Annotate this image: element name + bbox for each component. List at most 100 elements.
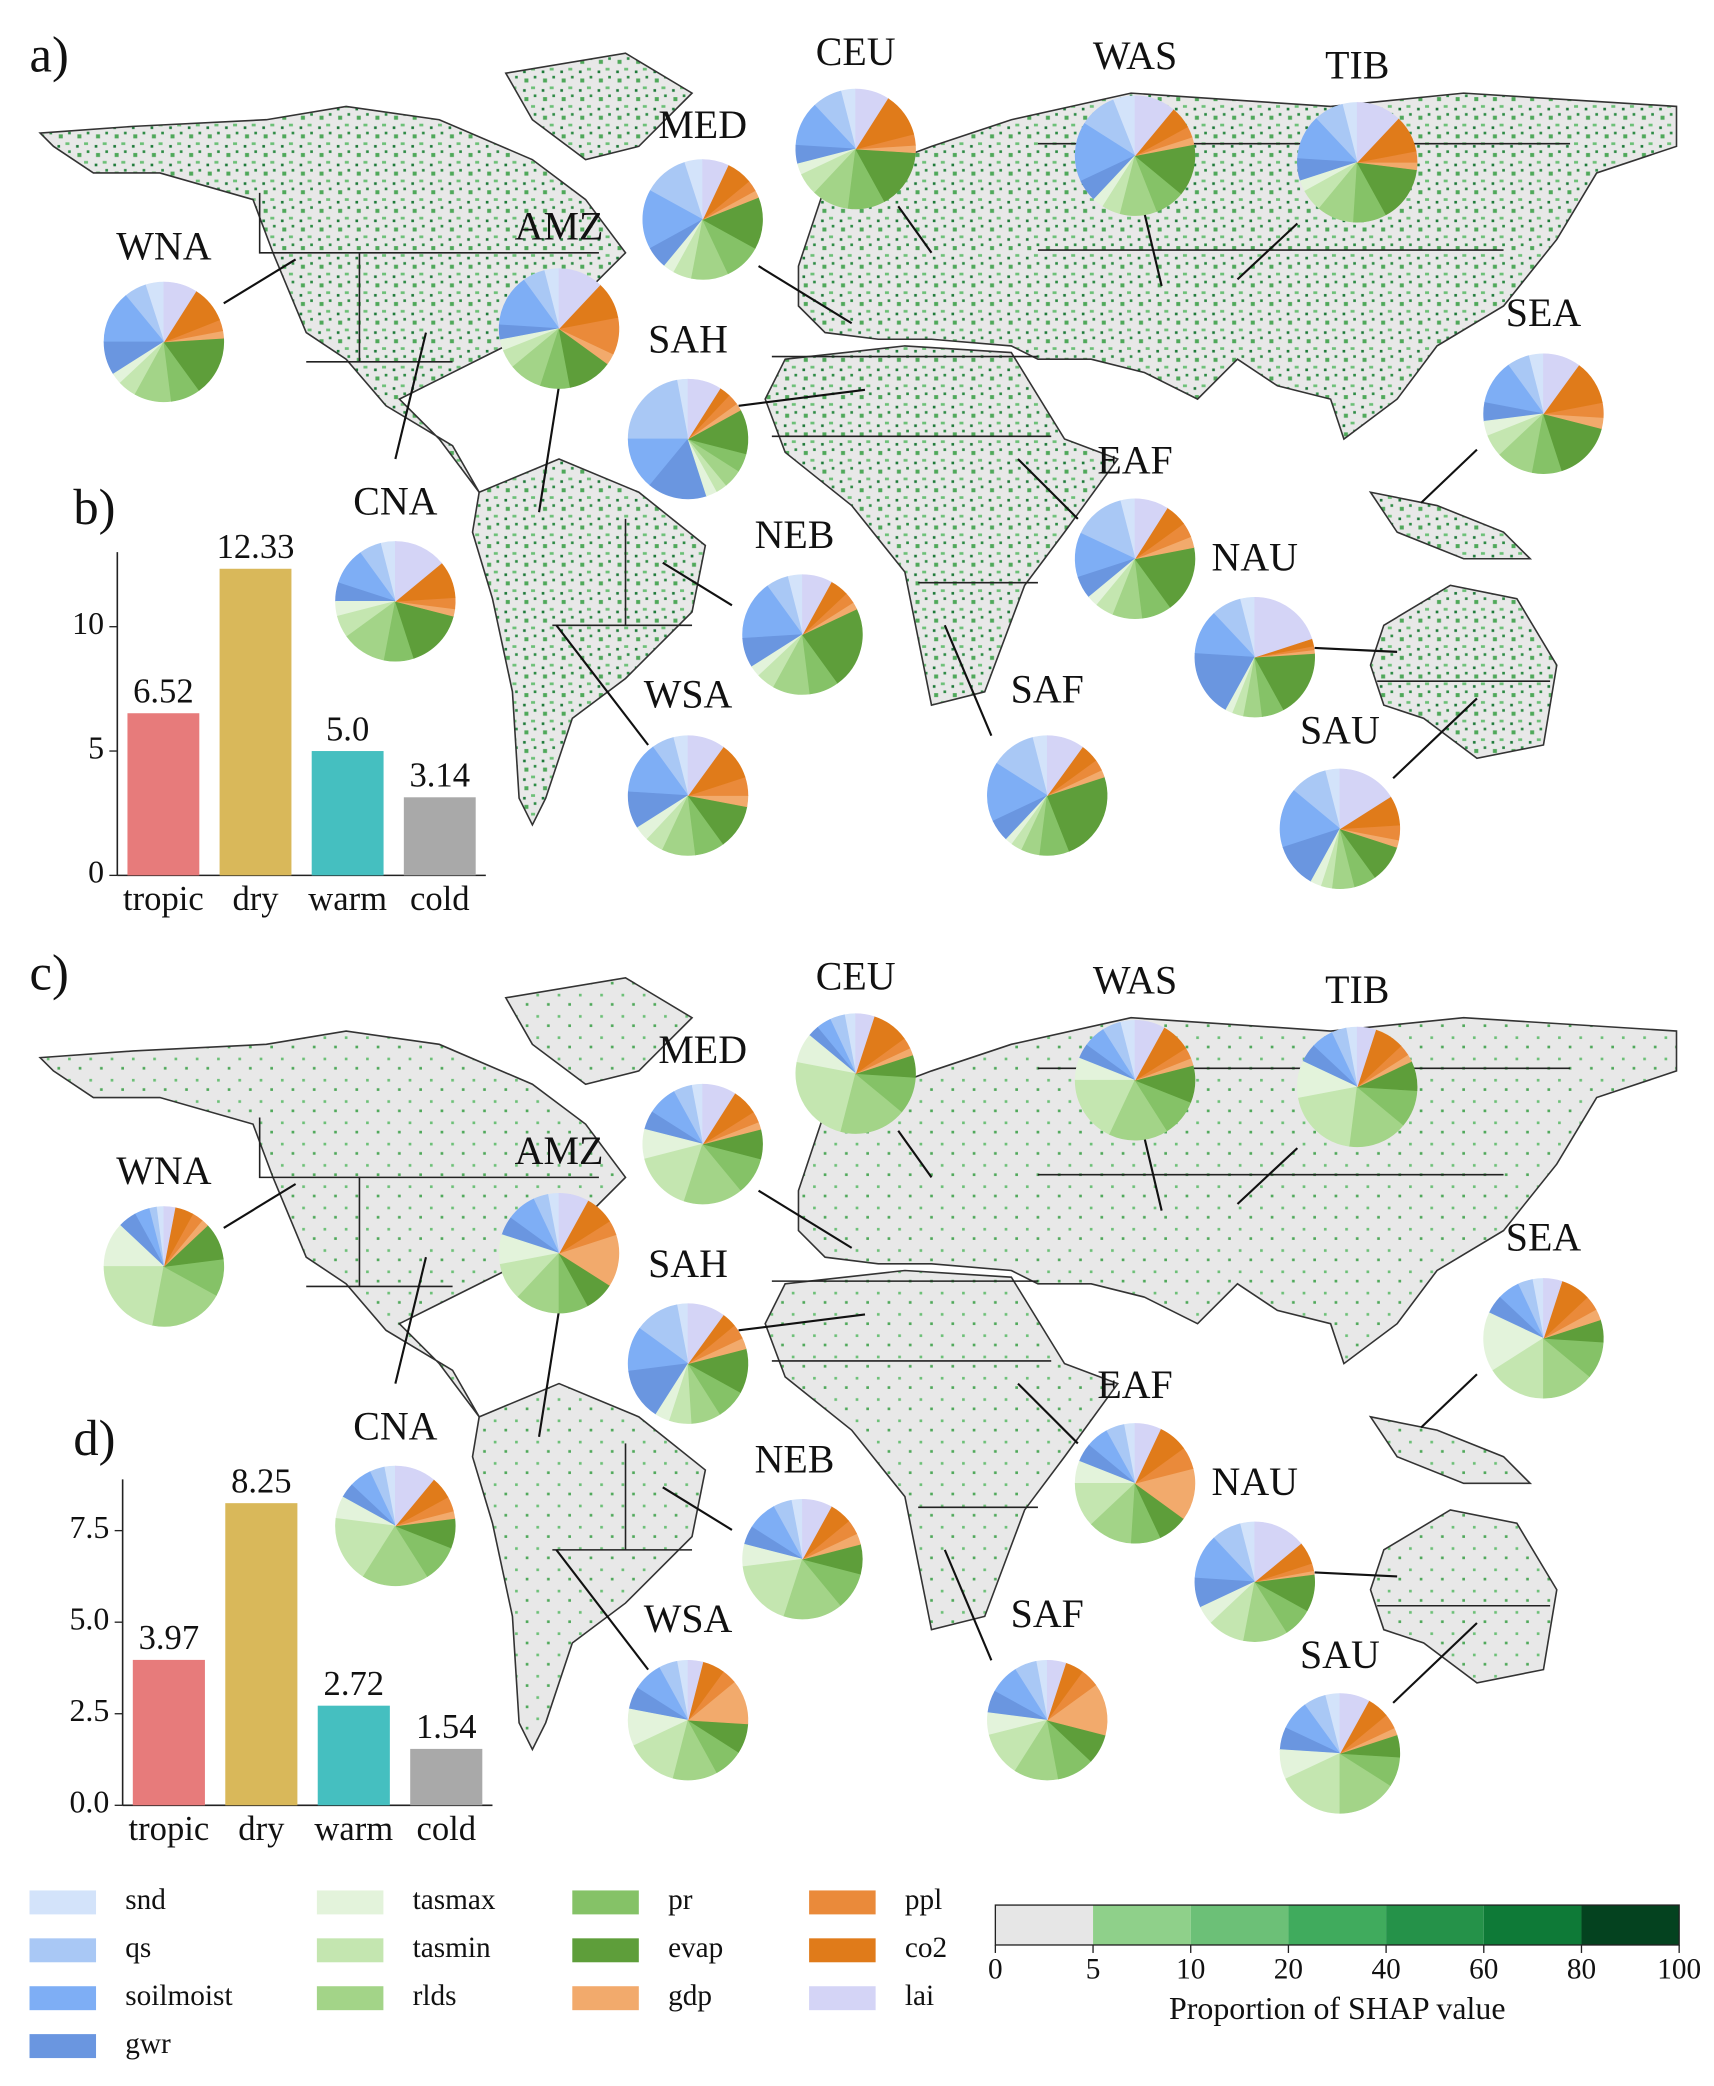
pie-slice <box>687 1303 724 1365</box>
leader-line <box>897 1130 933 1178</box>
legend-swatch <box>316 1890 384 1915</box>
region-label: TIB <box>1325 42 1389 87</box>
pie-slice <box>103 295 165 343</box>
bar <box>311 751 384 876</box>
pie-slice <box>1134 144 1196 195</box>
panel-label: d) <box>73 1410 115 1466</box>
pie-slice <box>362 1525 428 1587</box>
region-label: NAU <box>1212 535 1298 580</box>
legend-swatch <box>809 1938 876 1963</box>
legend-label: ppl <box>905 1884 942 1916</box>
region-label: CEU <box>816 954 896 999</box>
pie-slice <box>742 1558 803 1617</box>
legend-label: gdp <box>668 1980 712 2012</box>
y-tick-label: 2.5 <box>69 1693 109 1728</box>
region-label: EAF <box>1097 1362 1172 1407</box>
pie-slice <box>1543 1337 1591 1399</box>
bar <box>317 1705 390 1806</box>
pie-slice <box>1483 1312 1545 1371</box>
region-label: SAU <box>1300 708 1380 753</box>
pie-slice <box>987 763 1048 822</box>
leader-line <box>1314 1571 1398 1578</box>
pie-slice <box>163 337 225 391</box>
colorbar-tick-label: 60 <box>1469 1953 1498 1985</box>
pie-slice <box>687 1659 704 1721</box>
pie-slice <box>644 1143 704 1202</box>
colorbar-tick-label: 10 <box>1176 1953 1205 1985</box>
legend-label: qs <box>125 1932 151 1964</box>
value-label: 6.52 <box>133 673 194 711</box>
pie-slice <box>1339 768 1391 830</box>
region-label: CNA <box>353 1403 437 1448</box>
colorbar-segment <box>995 1905 1094 1945</box>
pie-slice <box>687 735 724 797</box>
region-label: SAF <box>1011 1591 1084 1636</box>
legend-label: snd <box>125 1884 166 1916</box>
legend-label: co2 <box>905 1932 947 1964</box>
leader-line <box>1017 458 1079 520</box>
colorbar-tick-label: 20 <box>1274 1953 1303 1985</box>
colorbar-tick-label: 80 <box>1567 1953 1596 1985</box>
colorbar-tick-label: 5 <box>1086 1953 1101 1985</box>
pie-slice <box>802 574 832 635</box>
pie-slice <box>1298 1086 1358 1147</box>
y-tick-label: 7.5 <box>69 1510 109 1545</box>
legend-swatch <box>316 1986 384 2011</box>
y-tick-label: 5 <box>88 730 104 765</box>
pie-slice <box>1356 1026 1377 1088</box>
pie-slice <box>395 541 442 603</box>
legend-swatch <box>572 1938 639 1963</box>
legend-label: tasmin <box>413 1932 491 1964</box>
pie-slice <box>1254 596 1313 658</box>
y-tick-label: 0.0 <box>69 1785 109 1820</box>
pie-slice <box>1194 653 1256 711</box>
colorbar-tick-label: 40 <box>1371 1953 1400 1985</box>
x-tick-label: tropic <box>123 880 204 918</box>
bar <box>127 713 200 876</box>
pie-slice <box>1046 1684 1108 1736</box>
pie-slice <box>394 600 454 659</box>
pie-slice <box>795 1061 857 1132</box>
pie-slice <box>628 1363 689 1415</box>
value-label: 5.0 <box>326 710 369 748</box>
region-label: NEB <box>755 1437 835 1482</box>
x-tick-label: warm <box>314 1810 393 1848</box>
legend-label: tasmax <box>413 1884 496 1916</box>
value-label: 8.25 <box>231 1462 292 1500</box>
pie-slice <box>627 746 689 796</box>
legend-label: evap <box>668 1932 723 1964</box>
x-tick-label: dry <box>238 1810 285 1848</box>
pie-slice <box>687 378 721 441</box>
leader-line <box>537 385 561 513</box>
pie-slice <box>1134 498 1168 560</box>
pie-slice <box>558 268 601 330</box>
pie-slice <box>498 279 560 329</box>
legend-label: gwr <box>125 2028 171 2060</box>
region-label: NAU <box>1212 1459 1298 1504</box>
pie-slice <box>1543 353 1580 415</box>
leader-line <box>555 624 649 746</box>
pie-slice <box>1046 1659 1067 1721</box>
legend-label: rlds <box>413 1980 457 2012</box>
legend-swatch <box>29 1986 97 2011</box>
region-label: WNA <box>116 1148 211 1193</box>
x-tick-label: cold <box>410 880 470 918</box>
region-label: SAF <box>1011 666 1084 711</box>
value-label: 3.97 <box>139 1619 200 1657</box>
value-label: 2.72 <box>324 1665 385 1703</box>
pie-slice <box>152 1265 217 1327</box>
legend-swatch <box>809 1890 876 1915</box>
region-label: EAF <box>1097 437 1172 482</box>
pie-slice <box>855 88 889 151</box>
x-tick-label: cold <box>416 1810 476 1848</box>
colorbar-tick-label: 100 <box>1657 1953 1701 1985</box>
colorbar-segment <box>1190 1905 1289 1945</box>
pie-slice <box>1279 790 1341 848</box>
leader-line <box>1143 1137 1163 1211</box>
pie-slice <box>1046 776 1108 852</box>
legend-label: pr <box>668 1884 693 1916</box>
leader-line <box>537 1310 561 1437</box>
colorbar-segment <box>1288 1905 1387 1945</box>
pie-slice <box>1134 1468 1196 1520</box>
